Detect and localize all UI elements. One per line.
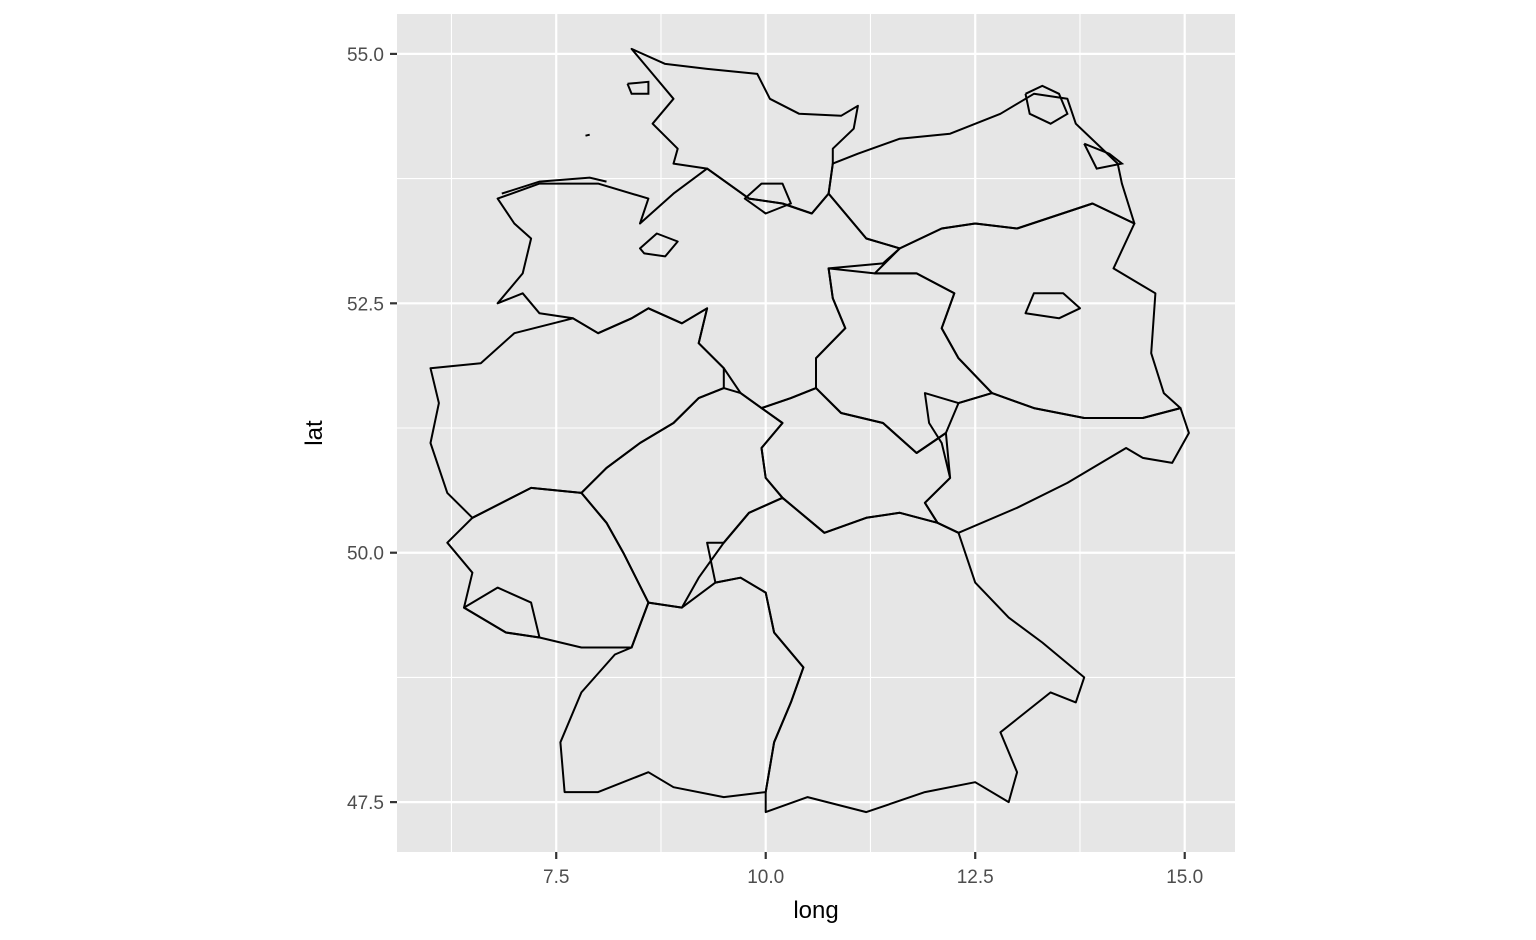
plot-panel: [397, 14, 1235, 852]
island-east-frisian-islands: [501, 176, 607, 195]
islands: [501, 80, 1125, 195]
y-tick-label: 52.5: [347, 294, 384, 315]
y-tick-label: 50.0: [347, 544, 384, 565]
x-tick-label: 10.0: [747, 867, 784, 888]
region-bayern: [706, 496, 1086, 814]
x-axis-title: long: [793, 897, 838, 924]
x-tick-label: 12.5: [957, 867, 994, 888]
y-axis-title: lat: [301, 420, 328, 446]
x-tick-label: 7.5: [543, 867, 569, 888]
x-tick-label: 15.0: [1166, 867, 1203, 888]
y-axis-ticks: 47.5 50.0 52.5 55.0: [347, 45, 397, 814]
region-bremen: [639, 232, 679, 258]
x-axis-ticks: 7.5 10.0 12.5 15.0: [543, 852, 1203, 888]
island-foehr-amrum: [626, 80, 650, 95]
island-ruegen: [1024, 84, 1069, 125]
y-tick-label: 47.5: [347, 793, 384, 814]
major-gridlines: [397, 14, 1235, 852]
minor-gridlines: [397, 14, 1235, 852]
island-usedom: [1083, 142, 1125, 170]
y-tick-label: 55.0: [347, 45, 384, 66]
region-hamburg: [743, 182, 792, 215]
region-rheinland-pfalz: [446, 486, 650, 649]
state-boundaries: [429, 47, 1190, 814]
region-saarland: [463, 586, 541, 639]
island-helgoland: [585, 133, 590, 137]
region-berlin: [1024, 292, 1081, 320]
